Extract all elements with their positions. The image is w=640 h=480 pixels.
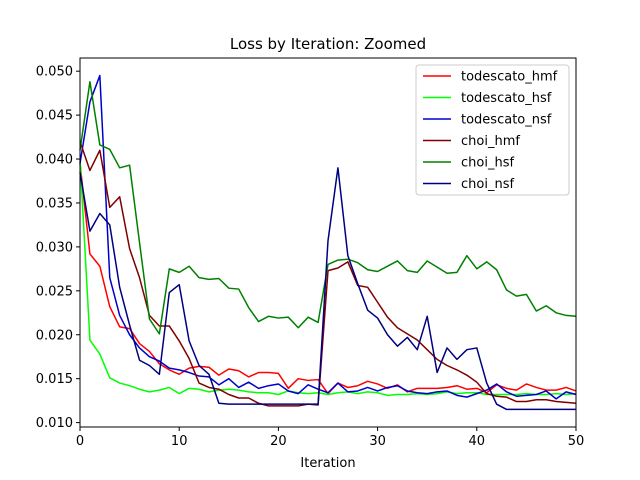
y-tick-label: 0.025 [36,284,73,299]
series-line-todescato-hsf [79,158,577,397]
x-tick-label: 40 [469,434,486,449]
x-tick-label: 30 [369,434,386,449]
legend: todescato_hmf todescato_hsf todescato_nsfc… [415,64,570,196]
legend-label-todescato-nsf: todescato_nsf [461,113,552,128]
y-tick-label: 0.010 [36,416,73,431]
series-line-choi-nsf [79,167,576,411]
legend-label-choi-nsf: choi_nsf [461,177,514,192]
x-tick-label: 20 [270,434,287,449]
y-tick-label: 0.020 [36,328,73,343]
plot-frame [79,57,577,428]
series-line-choi-hsf [79,80,577,335]
y-tick-label: 0.045 [36,109,73,124]
legend-label-todescato-hsf: todescato_hsf [461,91,552,106]
legend-box [415,64,570,196]
x-axis-label: Iteration [300,456,355,471]
series-line-todescato-nsf [79,74,577,400]
y-tick-label: 0.015 [36,372,73,387]
y-tick-label: 0.035 [36,196,73,211]
y-tick-label: 0.050 [36,65,73,80]
legend-label-choi-hsf: choi_hsf [461,156,514,171]
legend-label-choi-hmf: choi_hmf [461,134,520,149]
y-axis-ticks: 0.010 0.015 0.020 0.025 0.030 0.035 0.040 0.045… [36,65,80,431]
series-line-todescato-hmf [79,163,577,395]
y-tick-label: 0.030 [36,240,73,255]
legend-label-todescato-hmf: todescato_hmf [461,70,558,85]
series-layer [79,74,577,411]
x-tick-label: 0 [76,434,84,449]
y-tick-label: 0.040 [36,153,73,168]
chart-title: Loss by Iteration: Zoomed [230,35,426,53]
legend-entries: todescato_hmf todescato_hsf todescato_nsfc… [423,70,558,192]
x-tick-label: 50 [568,434,585,449]
x-axis-ticks: 0 10 20 30 40 50 [76,427,584,449]
x-tick-label: 10 [171,434,188,449]
